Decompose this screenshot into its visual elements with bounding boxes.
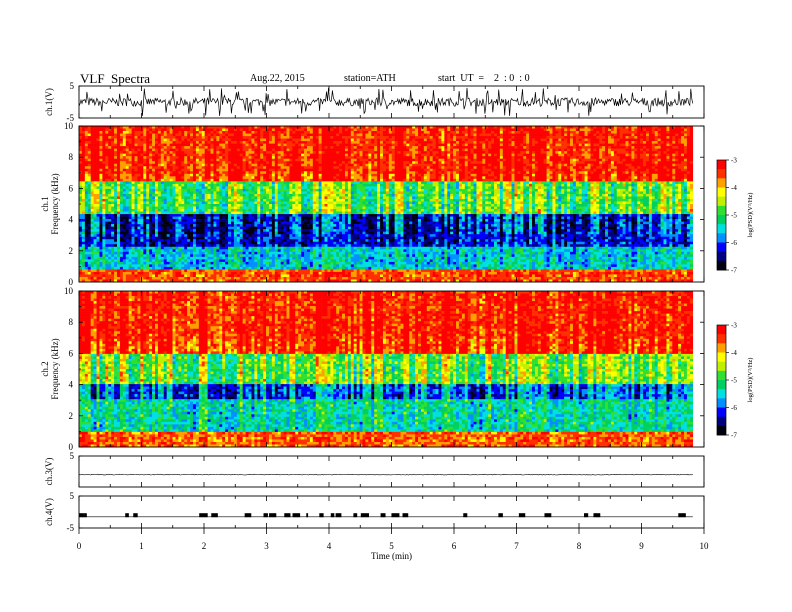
pulse-mark: [353, 513, 358, 518]
y-tick-label: 10: [64, 286, 74, 296]
pulse-mark: [125, 513, 129, 518]
chart-title: VLF Spectra: [80, 71, 150, 87]
pulse-mark: [211, 513, 218, 518]
spectrogram-panel-ch.1: 0 2 4 6 8 10 ch.1 Frequency (kHz) -3 -4 -5 -6 -7 log(…: [40, 121, 754, 287]
pulse-mark: [360, 513, 369, 518]
pulse-mark: [391, 513, 400, 518]
y-axis-label: ch.1(V): [44, 88, 54, 116]
x-axis-label: Time (min): [371, 551, 412, 561]
x-tick-label: 2: [202, 541, 207, 551]
x-tick-label: 1: [139, 541, 144, 551]
y-axis-label: Frequency (kHz): [50, 173, 60, 234]
y-tick-label: 10: [64, 121, 74, 131]
y-tick-label: 4: [69, 380, 74, 390]
pulse-mark: [402, 513, 409, 518]
waveform-panel-ch.4(V): 5 -5 ch.4(V): [44, 491, 705, 533]
y-tick-label: 2: [69, 411, 74, 421]
pulse-mark: [133, 513, 138, 518]
y-tick-label: 8: [69, 317, 74, 327]
pulse-mark: [463, 513, 468, 518]
pulse-mark: [284, 513, 291, 518]
x-tick-label: 8: [577, 541, 582, 551]
pulse-mark: [292, 513, 301, 518]
pulse-mark: [544, 513, 552, 518]
y-tick-label: 4: [69, 215, 74, 225]
pulse-mark: [84, 513, 87, 518]
colorbar-tick-label: -4: [731, 184, 737, 192]
pulse-mark: [678, 513, 686, 518]
start-time-label: start UT = 2 : 0 : 0: [438, 73, 530, 84]
station-label: station=ATH: [344, 73, 396, 84]
waveform-panel-ch.3(V): 5 ch.3(V): [44, 451, 705, 488]
time-axis: 0 1 2 3 4 5 6 7 8 9 10 Time (min): [77, 528, 709, 561]
colorbar-tick-label: -5: [731, 377, 737, 385]
y-tick-label: 5: [70, 491, 75, 501]
colorbar-tick-label: -7: [731, 432, 737, 440]
y-tick-label: 2: [69, 246, 74, 256]
pulse-mark: [319, 513, 324, 518]
pulse-mark: [263, 513, 268, 518]
colorbar-label: log(PSD)(V²/Hz): [747, 358, 754, 403]
x-tick-label: 4: [327, 541, 332, 551]
waveform-trace: [78, 87, 694, 116]
colorbar-tick-label: -7: [731, 267, 737, 275]
spectrogram-cells: [79, 291, 694, 448]
x-tick-label: 10: [700, 541, 710, 551]
colorbar-tick-label: -6: [731, 404, 737, 412]
pulse-mark: [518, 513, 526, 518]
pulse-mark: [244, 513, 252, 518]
pulse-mark: [199, 513, 208, 518]
colorbar-tick-label: -3: [731, 322, 737, 330]
colorbar-label: log(PSD)(V²/Hz): [747, 193, 754, 238]
channel-label: ch.2: [40, 361, 50, 376]
pulse-mark: [498, 513, 503, 518]
colorbar-tick-label: -4: [731, 349, 737, 357]
colorbar-tick-label: -3: [731, 157, 737, 165]
y-tick-label: -5: [67, 523, 75, 533]
y-axis-label: ch.4(V): [44, 498, 54, 526]
channel-label: ch.1: [40, 196, 50, 211]
x-tick-label: 3: [264, 541, 269, 551]
x-tick-label: 0: [77, 541, 82, 551]
colorbar: -3 -4 -5 -6 -7 log(PSD)(V²/Hz): [716, 157, 754, 275]
pulse-mark: [269, 513, 277, 518]
colorbar-tick-label: -5: [731, 212, 737, 220]
pulse-mark: [330, 513, 335, 518]
y-axis-label: ch.3(V): [44, 458, 54, 486]
y-tick-label: 5: [70, 81, 75, 91]
y-tick-label: 6: [69, 183, 74, 193]
pulse-mark: [79, 513, 84, 518]
y-tick-label: 0: [69, 442, 74, 452]
pulse-mark: [593, 513, 601, 518]
pulse-mark: [335, 513, 342, 518]
y-tick-label: 8: [69, 152, 74, 162]
pulse-mark: [380, 513, 386, 518]
colorbar-tick-label: -6: [731, 239, 737, 247]
y-tick-label: 0: [69, 277, 74, 287]
spectrogram-cells: [79, 126, 694, 283]
spectrogram-panel-ch.2: 0 2 4 6 8 10 ch.2 Frequency (kHz) -3 -4 -5 -6 -7 log(…: [40, 286, 754, 452]
waveform-trace: [78, 473, 693, 476]
y-tick-label: -5: [67, 113, 75, 123]
pulse-mark: [306, 513, 309, 518]
x-tick-label: 5: [389, 541, 394, 551]
x-tick-label: 7: [514, 541, 519, 551]
colorbar: -3 -4 -5 -6 -7 log(PSD)(V²/Hz): [716, 322, 754, 440]
y-axis-label: Frequency (kHz): [50, 338, 60, 399]
x-tick-label: 6: [452, 541, 457, 551]
date-label: Aug.22, 2015: [250, 73, 305, 84]
pulse-mark: [584, 513, 589, 518]
waveform-panel-ch.1(V): 5 -5 ch.1(V): [44, 81, 705, 123]
y-tick-label: 5: [70, 451, 75, 461]
x-tick-label: 9: [639, 541, 644, 551]
y-tick-label: 6: [69, 348, 74, 358]
